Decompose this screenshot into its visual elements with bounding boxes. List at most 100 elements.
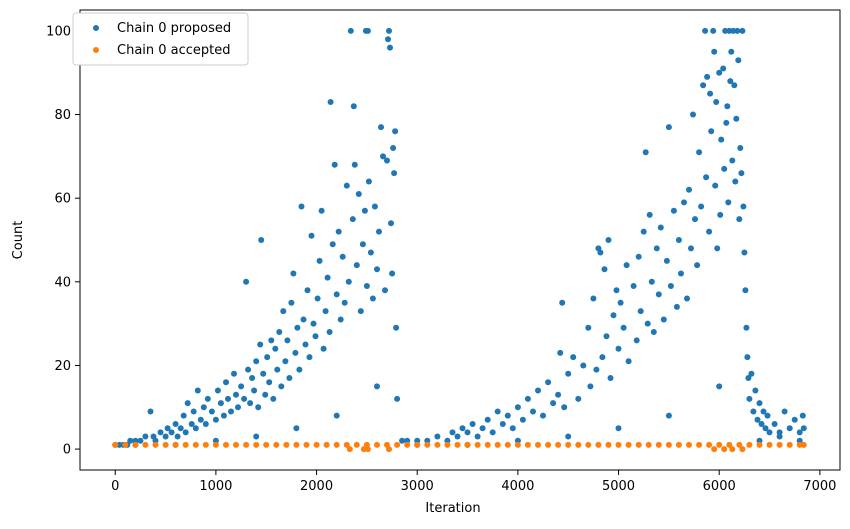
data-point [633, 337, 640, 344]
data-point [737, 145, 744, 151]
x-tick-label: 2000 [300, 479, 333, 494]
data-point [132, 441, 139, 448]
data-point [257, 341, 264, 348]
data-point [620, 324, 627, 331]
data-point [474, 441, 481, 448]
data-point [675, 237, 682, 243]
data-point [484, 441, 491, 448]
data-point [296, 366, 303, 373]
data-point [607, 375, 614, 381]
data-point [514, 437, 521, 444]
data-point [384, 157, 390, 164]
data-point [545, 441, 552, 448]
data-point [220, 412, 227, 419]
data-point [707, 90, 714, 97]
data-point [414, 437, 421, 444]
data-point [625, 441, 632, 448]
data-point [736, 216, 743, 223]
data-point [742, 287, 749, 294]
data-point [386, 446, 392, 453]
data-point [559, 299, 566, 306]
data-point [262, 391, 269, 398]
data-point [714, 245, 721, 252]
data-point [696, 149, 703, 156]
data-point [762, 425, 769, 432]
data-point [404, 437, 411, 444]
data-point [217, 400, 224, 407]
data-point [387, 44, 393, 51]
data-point [350, 103, 357, 110]
data-point [637, 308, 644, 315]
data-point [343, 441, 350, 448]
data-point [112, 441, 119, 448]
data-point [182, 429, 189, 436]
data-point [137, 437, 144, 444]
data-point [286, 375, 293, 381]
x-axis-label: Iteration [425, 501, 480, 516]
data-point [333, 412, 340, 419]
data-point [739, 446, 746, 453]
data-point [247, 400, 254, 407]
data-point [739, 27, 746, 34]
legend-label-chain-0-accepted: Chain 0 accepted [117, 43, 231, 58]
data-point [304, 287, 311, 294]
data-point [733, 115, 740, 122]
data-point [272, 345, 279, 352]
data-point [642, 149, 649, 156]
data-point [706, 441, 713, 448]
data-point [264, 354, 271, 361]
data-point [238, 383, 245, 390]
data-point [561, 404, 568, 411]
data-point [756, 437, 763, 444]
data-point [365, 178, 372, 185]
data-point [625, 358, 632, 365]
data-point [454, 433, 461, 440]
data-point [565, 433, 572, 440]
data-point [617, 299, 624, 306]
data-point [333, 291, 340, 298]
data-point [382, 287, 388, 294]
data-point [313, 441, 320, 448]
data-point [776, 441, 783, 448]
data-point [266, 379, 273, 386]
data-point [212, 416, 219, 423]
data-point [263, 441, 270, 448]
data-point [353, 262, 360, 269]
data-point [726, 441, 733, 448]
data-point [388, 220, 394, 227]
data-point [756, 441, 763, 448]
data-point [172, 441, 179, 448]
x-tick-label: 6000 [703, 479, 736, 494]
data-point [127, 437, 134, 444]
y-axis-label: Count [11, 221, 26, 260]
data-point [708, 128, 715, 135]
data-point [364, 446, 371, 453]
data-point [316, 257, 323, 264]
data-point [255, 404, 262, 411]
data-point [293, 425, 300, 432]
data-point [665, 441, 672, 448]
data-point [740, 203, 747, 210]
data-point [245, 366, 252, 373]
data-point [385, 36, 391, 43]
data-point [704, 73, 711, 80]
data-point [657, 224, 664, 231]
data-point [711, 48, 718, 55]
data-point [696, 441, 703, 448]
data-point [776, 429, 783, 436]
data-point [293, 441, 300, 448]
data-point [376, 228, 382, 235]
data-point [194, 387, 201, 394]
data-point [327, 99, 334, 105]
data-point [570, 354, 577, 361]
data-point [389, 270, 396, 277]
data-point [233, 391, 239, 398]
data-point [290, 270, 297, 277]
data-point [190, 408, 197, 415]
data-point [694, 262, 701, 269]
data-point [712, 182, 719, 189]
plot-area-frame [79, 9, 841, 471]
data-point [725, 199, 732, 206]
data-point [162, 441, 169, 448]
